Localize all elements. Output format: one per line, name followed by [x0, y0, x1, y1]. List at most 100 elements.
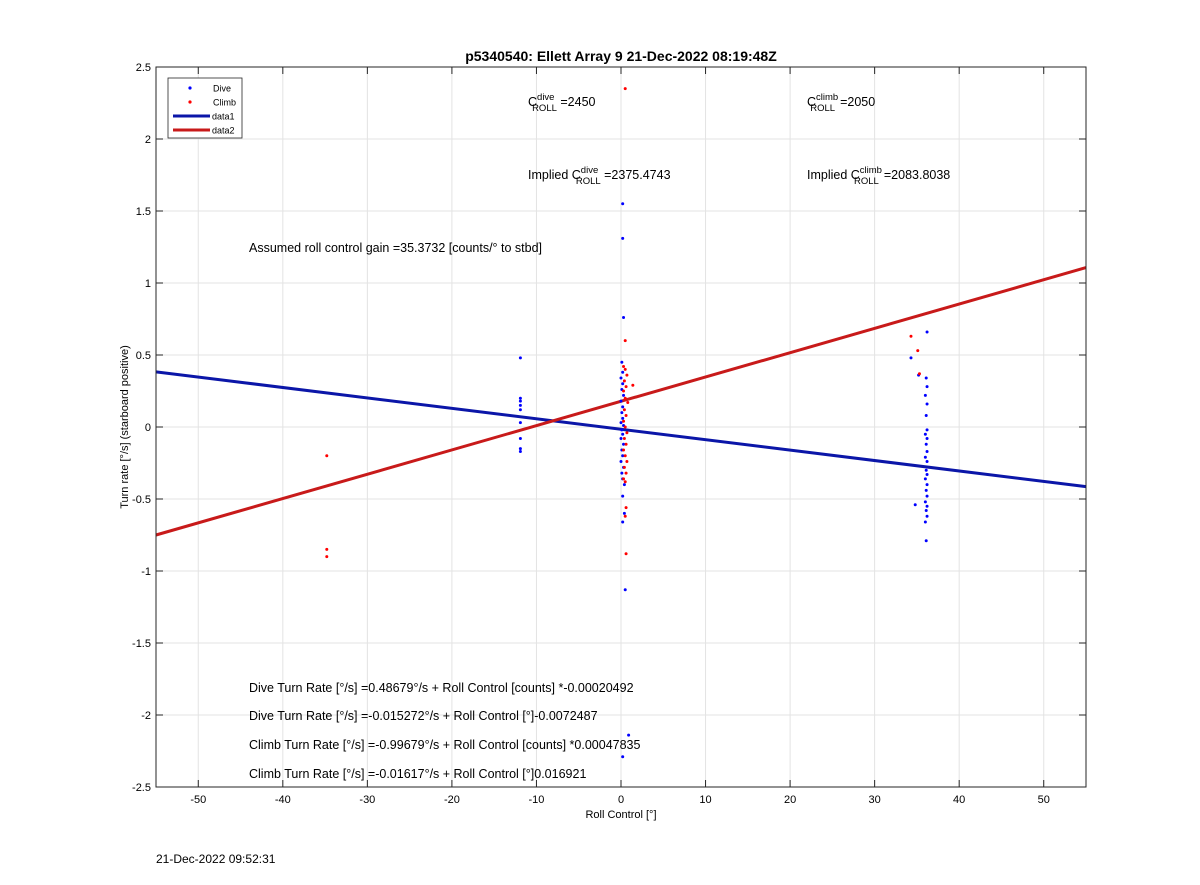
dive-point [619, 376, 623, 380]
dive-point [518, 408, 522, 412]
dive-point [621, 520, 625, 524]
dive-point [924, 442, 928, 446]
dive-point [923, 477, 927, 481]
legend-box [167, 77, 243, 139]
annotation-c-climb: Cclimb ROLL =2050 [807, 92, 875, 114]
climb-point [623, 367, 627, 371]
chart-title: p5340540: Ellett Array 9 21-Dec-2022 08:… [465, 48, 777, 64]
dive-point [620, 471, 624, 475]
climb-point [625, 460, 629, 464]
climb-point [622, 419, 626, 423]
dive-point [518, 437, 522, 441]
climb-point [625, 431, 629, 435]
dive-point [619, 399, 623, 403]
dive-point [621, 236, 625, 240]
dive-point [621, 416, 625, 420]
dive-point [925, 460, 929, 464]
annotation-impl-climb: Implied Cclimb ROLL =2083.8038 [807, 165, 950, 187]
y-tick-label: -2 [141, 710, 151, 722]
climb-point [622, 437, 626, 441]
climb-point [623, 396, 627, 400]
dive-point [621, 432, 625, 436]
legend-marker-dive [188, 86, 192, 90]
y-tick-label: 1 [145, 278, 151, 290]
dive-point [627, 733, 631, 737]
dive-point [924, 509, 928, 513]
y-tick-label: -2.5 [132, 782, 151, 794]
dive-point [925, 483, 929, 487]
dive-point [518, 399, 522, 403]
dive-point [923, 432, 927, 436]
annotation-eq2: Dive Turn Rate [°/s] =-0.015272°/s + Rol… [249, 709, 598, 723]
climb-point [916, 349, 920, 353]
dive-point [924, 539, 928, 543]
y-tick-label: 0.5 [136, 350, 151, 362]
dive-point [621, 370, 625, 374]
legend-label: data1 [212, 112, 235, 122]
legend-marker-climb [188, 100, 192, 104]
climb-point [917, 372, 921, 376]
legend-label: Dive [213, 84, 231, 94]
annotation-eq4: Climb Turn Rate [°/s] =-0.01617°/s + Rol… [249, 767, 586, 781]
climb-point [623, 454, 627, 458]
dive-point [925, 385, 929, 389]
dive-point [518, 396, 522, 400]
x-tick-label: -20 [444, 794, 460, 806]
dive-point [622, 442, 626, 446]
footer-timestamp: 21-Dec-2022 09:52:31 [156, 852, 276, 866]
climb-point [631, 383, 635, 387]
dive-point [925, 402, 929, 406]
climb-point [624, 442, 628, 446]
dive-point [925, 514, 929, 518]
climb-point [623, 514, 627, 518]
dive-point [924, 413, 928, 417]
dive-point [621, 454, 625, 458]
x-tick-label: -30 [359, 794, 375, 806]
dive-point [622, 483, 626, 487]
y-axis-label: Turn rate [°/s] (starboard positive) [119, 345, 131, 509]
dive-point [619, 437, 623, 441]
dive-point [923, 520, 927, 524]
y-tick-label: -1.5 [132, 638, 151, 650]
y-tick-label: 1.5 [136, 206, 151, 218]
dive-point [621, 494, 625, 498]
dive-point [621, 405, 625, 409]
x-tick-label: 40 [953, 794, 965, 806]
dive-point [518, 449, 522, 453]
climb-point [622, 379, 626, 383]
y-tick-label: 0 [145, 422, 151, 434]
y-tick-label: -1 [141, 566, 151, 578]
x-tick-label: 0 [618, 794, 624, 806]
dive-point [925, 449, 929, 453]
climb-point [325, 555, 329, 559]
climb-point [623, 87, 627, 91]
climb-point [623, 425, 627, 429]
climb-point [623, 480, 627, 484]
dive-point [619, 460, 623, 464]
dive-point [923, 393, 927, 397]
dive-point [924, 468, 928, 472]
dive-point [620, 428, 624, 432]
climb-point [622, 448, 626, 452]
climb-point [624, 552, 628, 556]
x-tick-label: 10 [699, 794, 711, 806]
climb-point [624, 385, 628, 389]
x-axis-label: Roll Control [°] [585, 809, 656, 821]
dive-point [923, 500, 927, 504]
annotation-eq1: Dive Turn Rate [°/s] =0.48679°/s + Roll … [249, 681, 634, 695]
climb-point [624, 471, 628, 475]
x-tick-label: -10 [529, 794, 545, 806]
dive-point [518, 403, 522, 407]
legend: Dive Climb data1 data2 [167, 77, 243, 139]
dive-point [924, 488, 928, 492]
climb-point [622, 389, 626, 393]
annotation-impl-dive: Implied Cdive ROLL =2375.4743 [528, 165, 671, 187]
dive-point [622, 316, 626, 320]
dive-point [925, 330, 929, 334]
dive-point [923, 455, 927, 459]
annotations: Cdive ROLL =2450 Cclimb ROLL =2050 Implied C… [249, 92, 950, 781]
climb-point [325, 547, 329, 551]
legend-label: Climb [213, 98, 236, 108]
dive-point [909, 356, 913, 360]
